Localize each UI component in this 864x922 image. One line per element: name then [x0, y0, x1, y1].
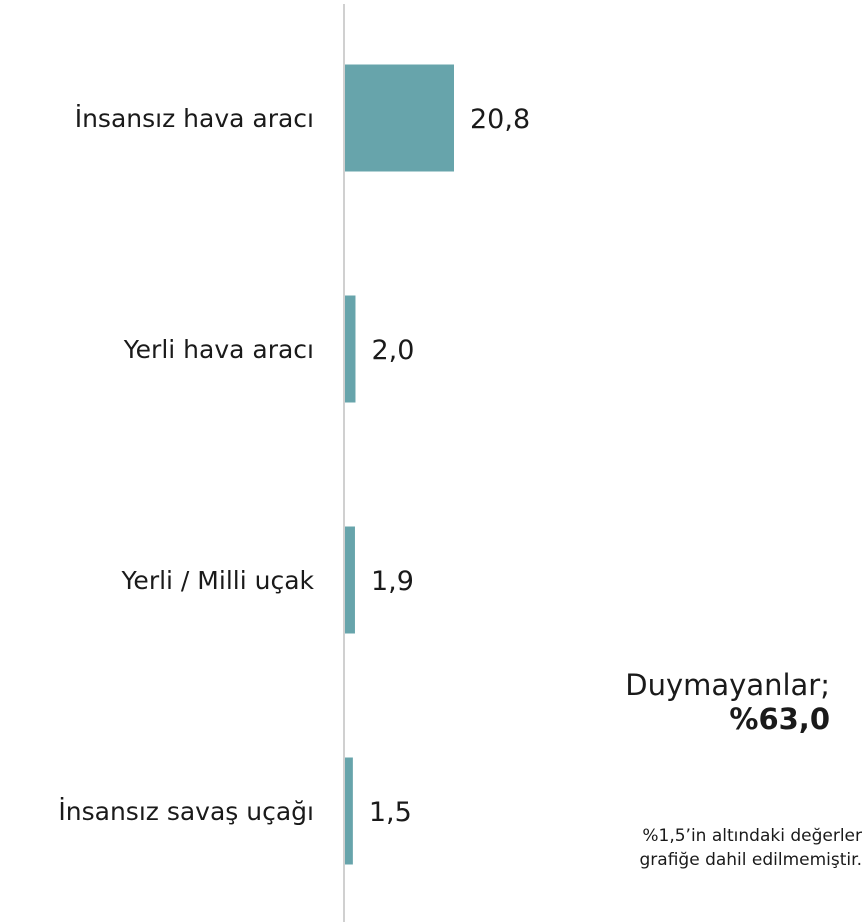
non-aware-note: Duymayanlar; %63,0 [625, 668, 830, 736]
non-aware-title: Duymayanlar; [625, 668, 830, 702]
category-label-1: İnsansız hava aracı [75, 104, 314, 133]
bar-2 [345, 295, 356, 403]
footnote-line-1: %1,5’in altındaki değerler [642, 826, 862, 846]
category-label-3: Yerli / Milli uçak [120, 566, 314, 595]
value-label-3: 1,9 [371, 566, 414, 597]
bars-layer [345, 64, 454, 865]
value-label-4: 1,5 [369, 797, 412, 828]
value-label-1: 20,8 [470, 104, 530, 135]
non-aware-value: %63,0 [729, 702, 830, 736]
category-label-2: Yerli hava aracı [123, 335, 314, 364]
footnote-line-2: grafiğe dahil edilmemiştir. [639, 850, 862, 870]
footnote: %1,5’in altındaki değerler grafiğe dahil… [640, 824, 862, 872]
bar-3 [345, 526, 355, 634]
category-label-4: İnsansız savaş uçağı [58, 797, 314, 826]
bar-1 [345, 64, 454, 172]
bar-4 [345, 757, 353, 865]
value-label-2: 2,0 [371, 335, 414, 366]
labels-layer: İnsansız hava aracı 20,8 Yerli hava aracı 2… [58, 104, 530, 828]
